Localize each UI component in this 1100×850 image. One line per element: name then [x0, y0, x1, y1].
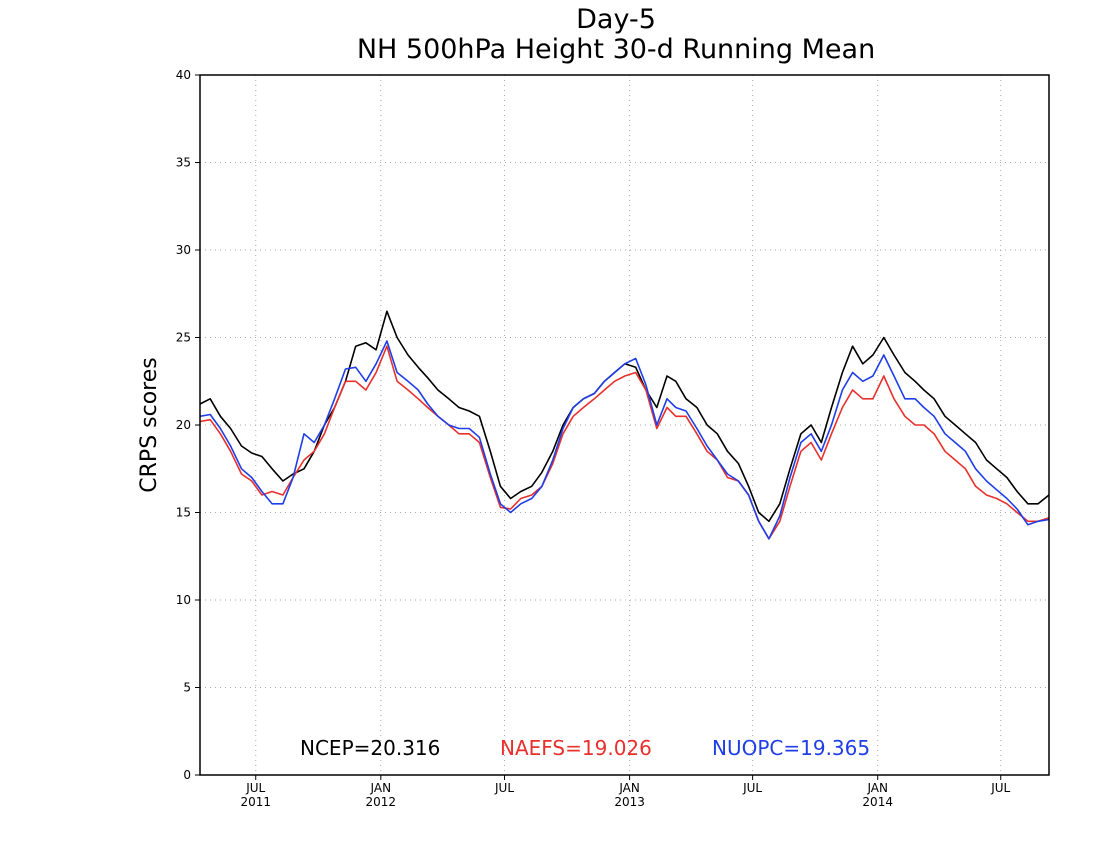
x-tick-year-label: 2013 — [614, 795, 645, 809]
stat-nuopc: NUOPC=19.365 — [712, 736, 870, 760]
x-tick-label: JUL — [742, 781, 762, 795]
y-tick-label: 40 — [176, 68, 191, 82]
stat-naefs: NAEFS=19.026 — [500, 736, 652, 760]
y-tick-label: 35 — [176, 156, 191, 170]
chart-title: Day-5 — [576, 4, 656, 35]
x-tick-year-label: 2014 — [862, 795, 893, 809]
stat-ncep: NCEP=20.316 — [300, 736, 440, 760]
y-tick-label: 0 — [183, 768, 191, 782]
y-axis-label: CRPS scores — [137, 357, 162, 492]
x-tick-label: JUL — [990, 781, 1010, 795]
y-tick-label: 15 — [176, 506, 191, 520]
series-line-nuopc — [199, 340, 1050, 540]
x-tick-year-label: 2011 — [240, 795, 271, 809]
x-tick-label: JUL — [494, 781, 514, 795]
y-tick-label: 20 — [176, 418, 191, 432]
series-line-naefs — [199, 345, 1050, 540]
x-tick-label: JUL — [245, 781, 265, 795]
x-tick-label: JAN — [618, 781, 640, 795]
x-tick-year-label: 2012 — [366, 795, 397, 809]
y-tick-label: 10 — [176, 593, 191, 607]
series-layer — [199, 310, 1050, 540]
x-tick-label: JAN — [370, 781, 392, 795]
legend-stats: NCEP=20.316 NAEFS=19.026 NUOPC=19.365 — [300, 736, 870, 760]
grid-layer — [200, 75, 1049, 775]
y-tick-label: 5 — [183, 681, 191, 695]
x-tick-label: JAN — [866, 781, 888, 795]
y-tick-label: 30 — [176, 243, 191, 257]
chart-subtitle: NH 500hPa Height 30-d Running Mean — [357, 34, 875, 65]
y-tick-label: 25 — [176, 331, 191, 345]
